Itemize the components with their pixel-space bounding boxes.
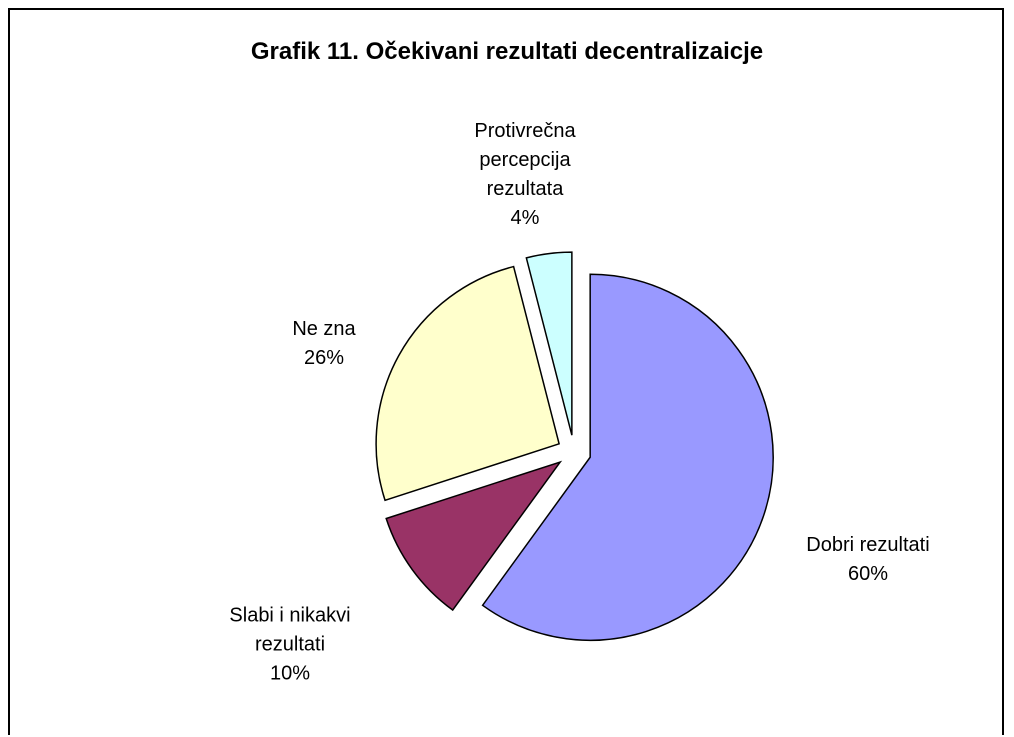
slice-label: Protivrečna percepcija rezultata 4%	[455, 117, 595, 233]
pie-slice	[481, 273, 774, 641]
category-label: Protivrečna percepcija rezultata	[474, 120, 576, 200]
chart-frame	[8, 8, 1004, 735]
pie-slice	[385, 460, 563, 612]
category-label: Slabi i nikakvi rezultati	[229, 604, 351, 656]
chart-title: Grafik 11. Očekivani rezultati decentral…	[250, 38, 764, 65]
pie-slice	[375, 265, 561, 502]
pie-slice	[525, 251, 573, 436]
value-label: 60%	[847, 563, 889, 585]
value-label: 4%	[510, 207, 540, 229]
slice-label: Ne zna 26%	[264, 315, 384, 373]
slice-label: Slabi i nikakvi rezultati 10%	[210, 602, 370, 689]
category-label: Ne zna	[292, 318, 356, 340]
value-label: 26%	[303, 347, 345, 369]
slice-label: Dobri rezultati 60%	[758, 531, 978, 589]
category-label: Dobri rezultati	[806, 534, 930, 556]
value-label: 10%	[269, 662, 311, 685]
